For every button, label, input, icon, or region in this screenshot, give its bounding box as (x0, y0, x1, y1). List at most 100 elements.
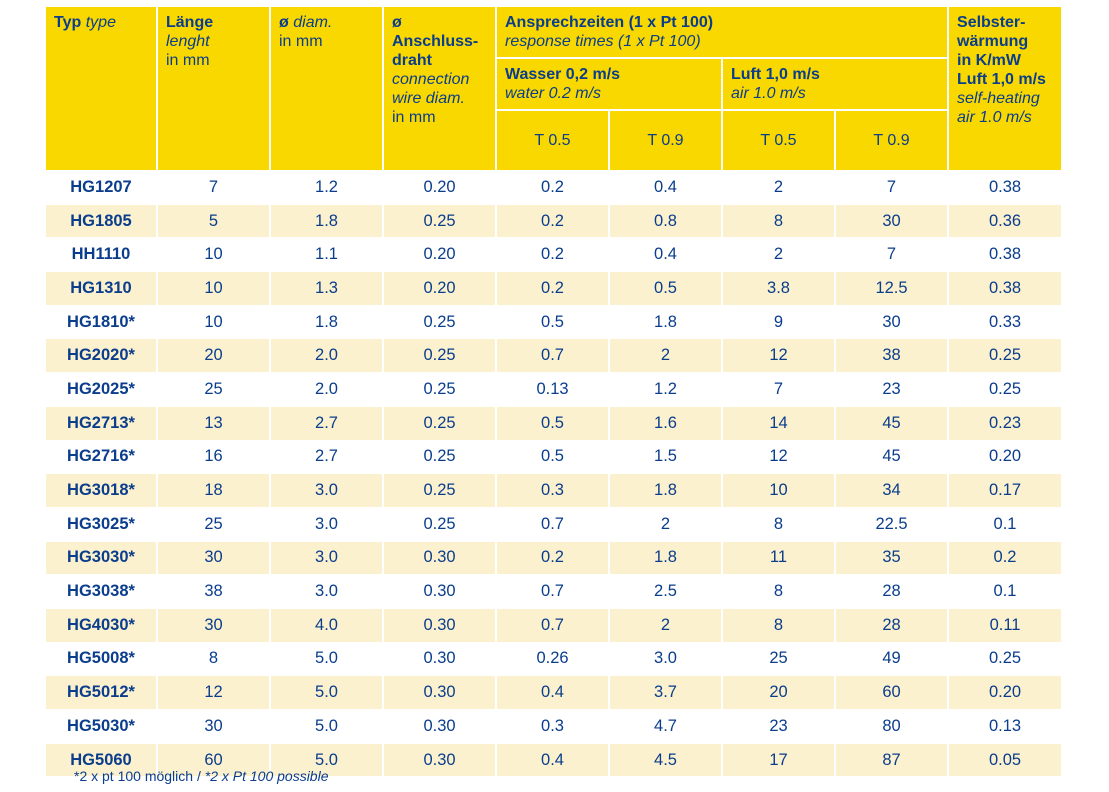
table-cell: 0.20 (384, 237, 497, 272)
table-cell: 18 (158, 473, 271, 507)
footnote-de: *2 x pt 100 möglich / (74, 768, 201, 784)
table-cell: 3.0 (610, 641, 723, 676)
cell-type: HG1810* (46, 304, 158, 339)
table-cell: 0.30 (384, 709, 497, 743)
table-row: HG4030* 30 4.0 0.30 0.7 2 8 28 0.11 (46, 607, 1062, 642)
sensor-spec-table: Typ type Länge lenght in mm ø diam. in m… (46, 7, 1062, 777)
cell-type: HG1207 (46, 170, 158, 204)
table-cell: 3.0 (271, 540, 384, 575)
table-cell: 11 (723, 540, 836, 575)
header-diameter: ø diam. in mm (271, 7, 384, 170)
table-cell: 0.30 (384, 675, 497, 709)
table-cell: 0.25 (384, 338, 497, 373)
cell-type: HG5012* (46, 675, 158, 709)
table-cell: 0.30 (384, 574, 497, 608)
table-cell: 25 (158, 372, 271, 406)
table-row: HG5008* 8 5.0 0.30 0.26 3.0 25 49 0.25 (46, 641, 1062, 676)
table-cell: 0.30 (384, 540, 497, 575)
header-t09-water: T 0.9 (610, 111, 723, 170)
cell-type: HG3018* (46, 473, 158, 507)
table-cell: 0.17 (949, 473, 1062, 507)
header-water-de: Wasser 0,2 m/s (505, 66, 621, 83)
table-cell: 25 (158, 506, 271, 541)
table-cell: 1.3 (271, 271, 384, 305)
table-cell: 49 (836, 641, 950, 676)
table-cell: 12 (158, 675, 271, 709)
table-cell: 2.5 (610, 574, 723, 608)
table-cell: 0.25 (949, 641, 1062, 676)
table-cell: 16 (158, 439, 271, 474)
table-cell: 3.8 (723, 271, 836, 305)
header-t05-air: T 0.5 (723, 111, 836, 170)
table-cell: 25 (723, 641, 836, 676)
table-cell: 1.8 (610, 540, 723, 575)
header-typ: Typ type (46, 7, 158, 170)
cell-type: HG5030* (46, 709, 158, 743)
header-air-en: air 1.0 m/s (731, 85, 806, 102)
table-cell: 30 (158, 709, 271, 743)
table-cell: 10 (158, 304, 271, 339)
table-cell: 8 (158, 641, 271, 676)
table-cell: 4.5 (610, 742, 723, 777)
table-row: HG2020* 20 2.0 0.25 0.7 2 12 38 0.25 (46, 338, 1062, 373)
table-cell: 0.26 (497, 641, 610, 676)
cell-type: HG1805 (46, 203, 158, 238)
table-cell: 0.3 (497, 473, 610, 507)
cell-type: HG1310 (46, 271, 158, 305)
header-length-en: lenght (166, 33, 210, 50)
header-length-unit: in mm (166, 52, 210, 69)
header-wire-de-1: ø Anschluss- (392, 14, 479, 50)
table-cell: 4.0 (271, 607, 384, 642)
header-self-heating: Selbster- wärmung in K/mW Luft 1,0 m/s s… (949, 7, 1062, 170)
cell-type: HG5008* (46, 641, 158, 676)
table-row: HG3025* 25 3.0 0.25 0.7 2 8 22.5 0.1 (46, 506, 1062, 541)
table-cell: 5.0 (271, 675, 384, 709)
table-cell: 8 (723, 506, 836, 541)
table-row: HH1110 10 1.1 0.20 0.2 0.4 2 7 0.38 (46, 237, 1062, 272)
table-cell: 8 (723, 203, 836, 238)
table-cell: 0.4 (497, 742, 610, 777)
table-cell: 3.7 (610, 675, 723, 709)
table-cell: 0.5 (497, 304, 610, 339)
table-cell: 1.8 (271, 203, 384, 238)
table-cell: 60 (158, 742, 271, 777)
table-row: HG3018* 18 3.0 0.25 0.3 1.8 10 34 0.17 (46, 473, 1062, 507)
table-cell: 0.2 (497, 237, 610, 272)
table-cell: 5.0 (271, 709, 384, 743)
footnote-en: *2 x Pt 100 possible (204, 768, 329, 784)
table-cell: 0.5 (497, 439, 610, 474)
table-cell: 0.7 (497, 574, 610, 608)
table-cell: 45 (836, 439, 950, 474)
table-cell: 2 (610, 338, 723, 373)
table-cell: 0.38 (949, 170, 1062, 204)
table-cell: 0.25 (384, 304, 497, 339)
table-cell: 0.25 (384, 506, 497, 541)
table-cell: 30 (836, 304, 950, 339)
table-row: HG1805 5 1.8 0.25 0.2 0.8 8 30 0.36 (46, 203, 1062, 238)
table-row: HG3030* 30 3.0 0.30 0.2 1.8 11 35 0.2 (46, 540, 1062, 575)
table-row: HG5012* 12 5.0 0.30 0.4 3.7 20 60 0.20 (46, 675, 1062, 709)
table-cell: 0.20 (949, 675, 1062, 709)
header-diameter-en: diam. (293, 14, 333, 31)
table-cell: 8 (723, 574, 836, 608)
table-cell: 2.7 (271, 439, 384, 474)
table-cell: 1.1 (271, 237, 384, 272)
header-wire-unit: in mm (392, 109, 436, 126)
table-cell: 1.2 (271, 170, 384, 204)
table-cell: 0.25 (384, 405, 497, 440)
table-cell: 0.25 (384, 203, 497, 238)
table-cell: 0.38 (949, 237, 1062, 271)
table-cell: 0.30 (384, 641, 497, 676)
table-cell: 0.38 (949, 271, 1062, 305)
cell-type: HH1110 (46, 237, 158, 272)
table-cell: 2 (610, 506, 723, 541)
table-cell: 20 (158, 338, 271, 373)
table-cell: 0.2 (497, 540, 610, 575)
table-cell: 3.0 (271, 574, 384, 608)
table-row: HG1207 7 1.2 0.20 0.2 0.4 2 7 0.38 (46, 170, 1062, 204)
cell-type: HG3025* (46, 506, 158, 541)
table-cell: 30 (158, 607, 271, 642)
table-cell: 38 (836, 338, 950, 373)
table-cell: 0.2 (497, 203, 610, 238)
header-t09-air: T 0.9 (836, 111, 950, 170)
